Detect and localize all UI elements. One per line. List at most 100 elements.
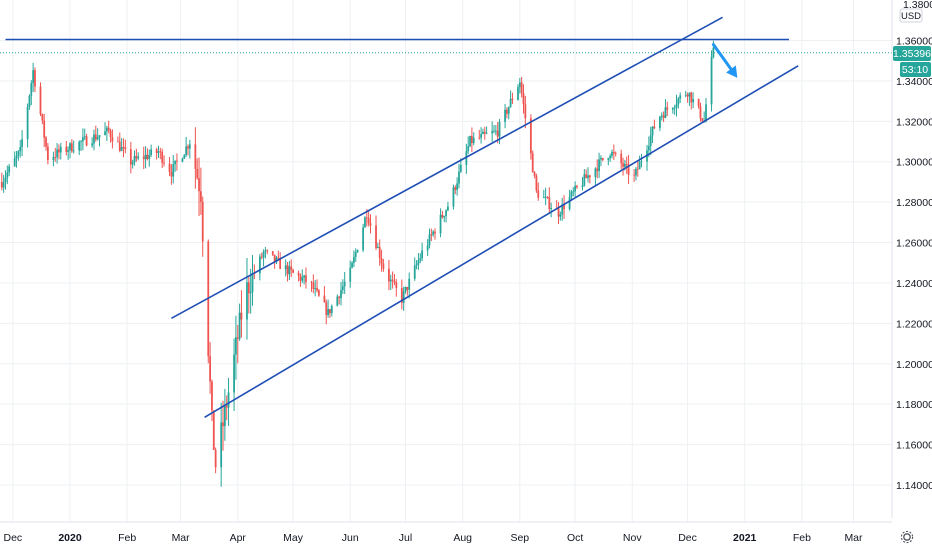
candle bbox=[570, 189, 573, 201]
candle bbox=[611, 149, 613, 159]
candle-body bbox=[21, 139, 23, 147]
candle bbox=[124, 139, 127, 154]
candle-body bbox=[666, 107, 669, 110]
candle bbox=[517, 84, 519, 101]
candle-body bbox=[98, 135, 101, 138]
candle bbox=[198, 157, 200, 217]
candle bbox=[445, 209, 447, 223]
candle-body bbox=[223, 405, 226, 427]
candle-body bbox=[546, 196, 549, 198]
candle-body bbox=[181, 158, 184, 162]
candle-body bbox=[406, 287, 409, 290]
candle-body bbox=[509, 98, 512, 107]
price-axis[interactable]: 1.38000 USD 1.14000 1.16000 1.18000 1.20000… bbox=[891, 0, 932, 518]
candle bbox=[472, 132, 475, 146]
candle-body bbox=[504, 109, 506, 122]
candle bbox=[310, 280, 313, 292]
candle-body bbox=[163, 162, 165, 164]
candle-body bbox=[104, 131, 106, 136]
candle bbox=[406, 286, 409, 296]
candle bbox=[625, 156, 628, 174]
currency-box[interactable] bbox=[899, 8, 923, 23]
candle-body bbox=[288, 266, 291, 275]
gear-icon[interactable] bbox=[900, 530, 914, 544]
candle bbox=[400, 279, 403, 310]
candle-body bbox=[520, 82, 523, 94]
time-axis[interactable]: Dec 2020 Feb Mar Apr May Jun Jul Aug Sep Oct Nov Dec… bbox=[0, 521, 892, 544]
candle bbox=[340, 281, 342, 306]
candle-body bbox=[677, 98, 680, 105]
candle-body bbox=[0, 181, 3, 188]
candle bbox=[561, 197, 564, 221]
candle-body bbox=[45, 137, 47, 147]
candle bbox=[247, 276, 250, 314]
candle bbox=[369, 214, 372, 234]
candle-body bbox=[170, 171, 173, 177]
candle bbox=[70, 139, 73, 153]
candle-body bbox=[82, 137, 84, 142]
candle bbox=[636, 161, 639, 177]
candle bbox=[640, 153, 643, 168]
candle bbox=[600, 155, 602, 167]
candle bbox=[404, 286, 407, 294]
candle bbox=[557, 202, 560, 225]
candle-body bbox=[56, 149, 58, 158]
candle bbox=[316, 279, 318, 293]
candle-body bbox=[710, 57, 713, 105]
candle bbox=[56, 143, 58, 164]
candle bbox=[341, 279, 344, 294]
candle-body bbox=[563, 204, 565, 210]
candle-body bbox=[329, 309, 331, 314]
candle bbox=[52, 151, 55, 167]
candle bbox=[299, 273, 302, 287]
candle bbox=[80, 139, 82, 151]
candle bbox=[548, 187, 551, 214]
candle-body bbox=[388, 268, 390, 282]
candle bbox=[666, 101, 669, 117]
candle bbox=[109, 128, 112, 143]
candle bbox=[583, 168, 586, 187]
settings-corner-bg bbox=[892, 523, 932, 550]
price-tick-label: 1.36000 bbox=[896, 36, 932, 48]
candle bbox=[46, 143, 49, 165]
candle bbox=[59, 142, 62, 160]
candle-body bbox=[122, 147, 125, 148]
candle-body bbox=[686, 94, 689, 97]
candle bbox=[188, 139, 191, 159]
candle-body bbox=[273, 254, 276, 262]
candle-body bbox=[284, 265, 287, 270]
candle bbox=[157, 145, 160, 158]
candle-body bbox=[369, 223, 372, 226]
candle bbox=[43, 113, 46, 147]
candle bbox=[240, 290, 243, 338]
candle-body bbox=[94, 134, 97, 140]
candle-body bbox=[183, 154, 186, 159]
price-tick-partial: 1.38000 bbox=[903, 0, 932, 11]
candle bbox=[317, 288, 320, 297]
candle-body bbox=[214, 449, 217, 468]
candle-body bbox=[375, 225, 377, 248]
candle bbox=[354, 248, 357, 262]
candle bbox=[159, 147, 162, 160]
candle-body bbox=[609, 155, 612, 159]
candle-body bbox=[636, 168, 639, 170]
candle bbox=[609, 153, 612, 162]
time-tick-label: May bbox=[283, 532, 304, 544]
candle-body bbox=[511, 98, 514, 100]
candle-body bbox=[137, 156, 140, 159]
candle bbox=[367, 210, 370, 227]
candle-body bbox=[176, 160, 178, 162]
candle bbox=[351, 261, 353, 269]
candle-body bbox=[69, 143, 71, 151]
candle bbox=[199, 167, 202, 215]
candle bbox=[209, 342, 212, 394]
candle bbox=[478, 129, 481, 140]
candle bbox=[117, 136, 119, 143]
settings-corner[interactable] bbox=[892, 523, 932, 550]
drawing-layer[interactable] bbox=[5, 16, 799, 419]
candle bbox=[622, 157, 624, 176]
candle-body bbox=[124, 147, 127, 150]
candle-body bbox=[198, 178, 200, 192]
candle-body bbox=[684, 94, 687, 96]
